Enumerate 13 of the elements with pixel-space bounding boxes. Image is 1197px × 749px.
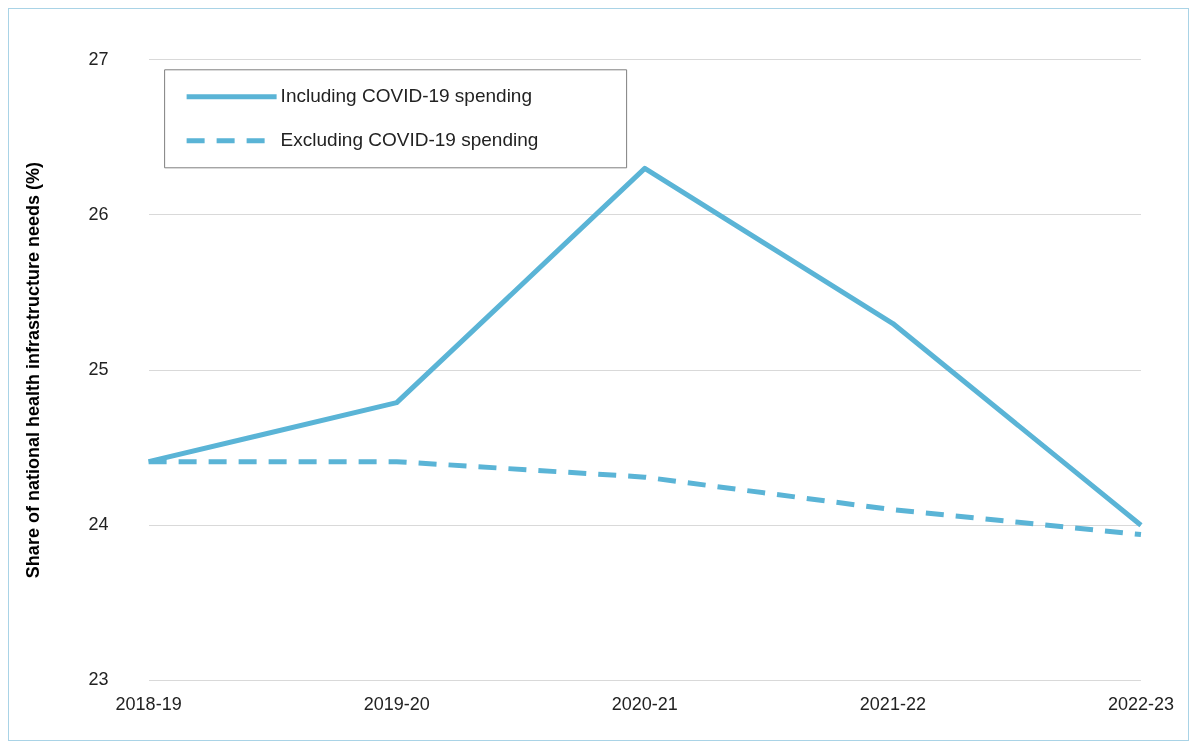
legend-label: Including COVID-19 spending (280, 85, 532, 107)
y-tick-label: 25 (88, 359, 109, 380)
legend-label: Excluding COVID-19 spending (280, 129, 539, 151)
y-tick-label: 24 (88, 514, 109, 535)
x-tick-label: 2019-20 (363, 694, 430, 715)
x-tick-label: 2020-21 (611, 694, 678, 715)
y-axis-title: Share of national health infrastructure needs (%) (22, 162, 43, 579)
x-tick-label: 2022-23 (1107, 694, 1174, 715)
x-tick-label: 2018-19 (115, 694, 182, 715)
y-tick-label: 23 (88, 669, 109, 690)
x-tick-label: 2021-22 (859, 694, 926, 715)
y-tick-label: 26 (88, 203, 109, 224)
y-tick-label: 27 (88, 48, 109, 69)
